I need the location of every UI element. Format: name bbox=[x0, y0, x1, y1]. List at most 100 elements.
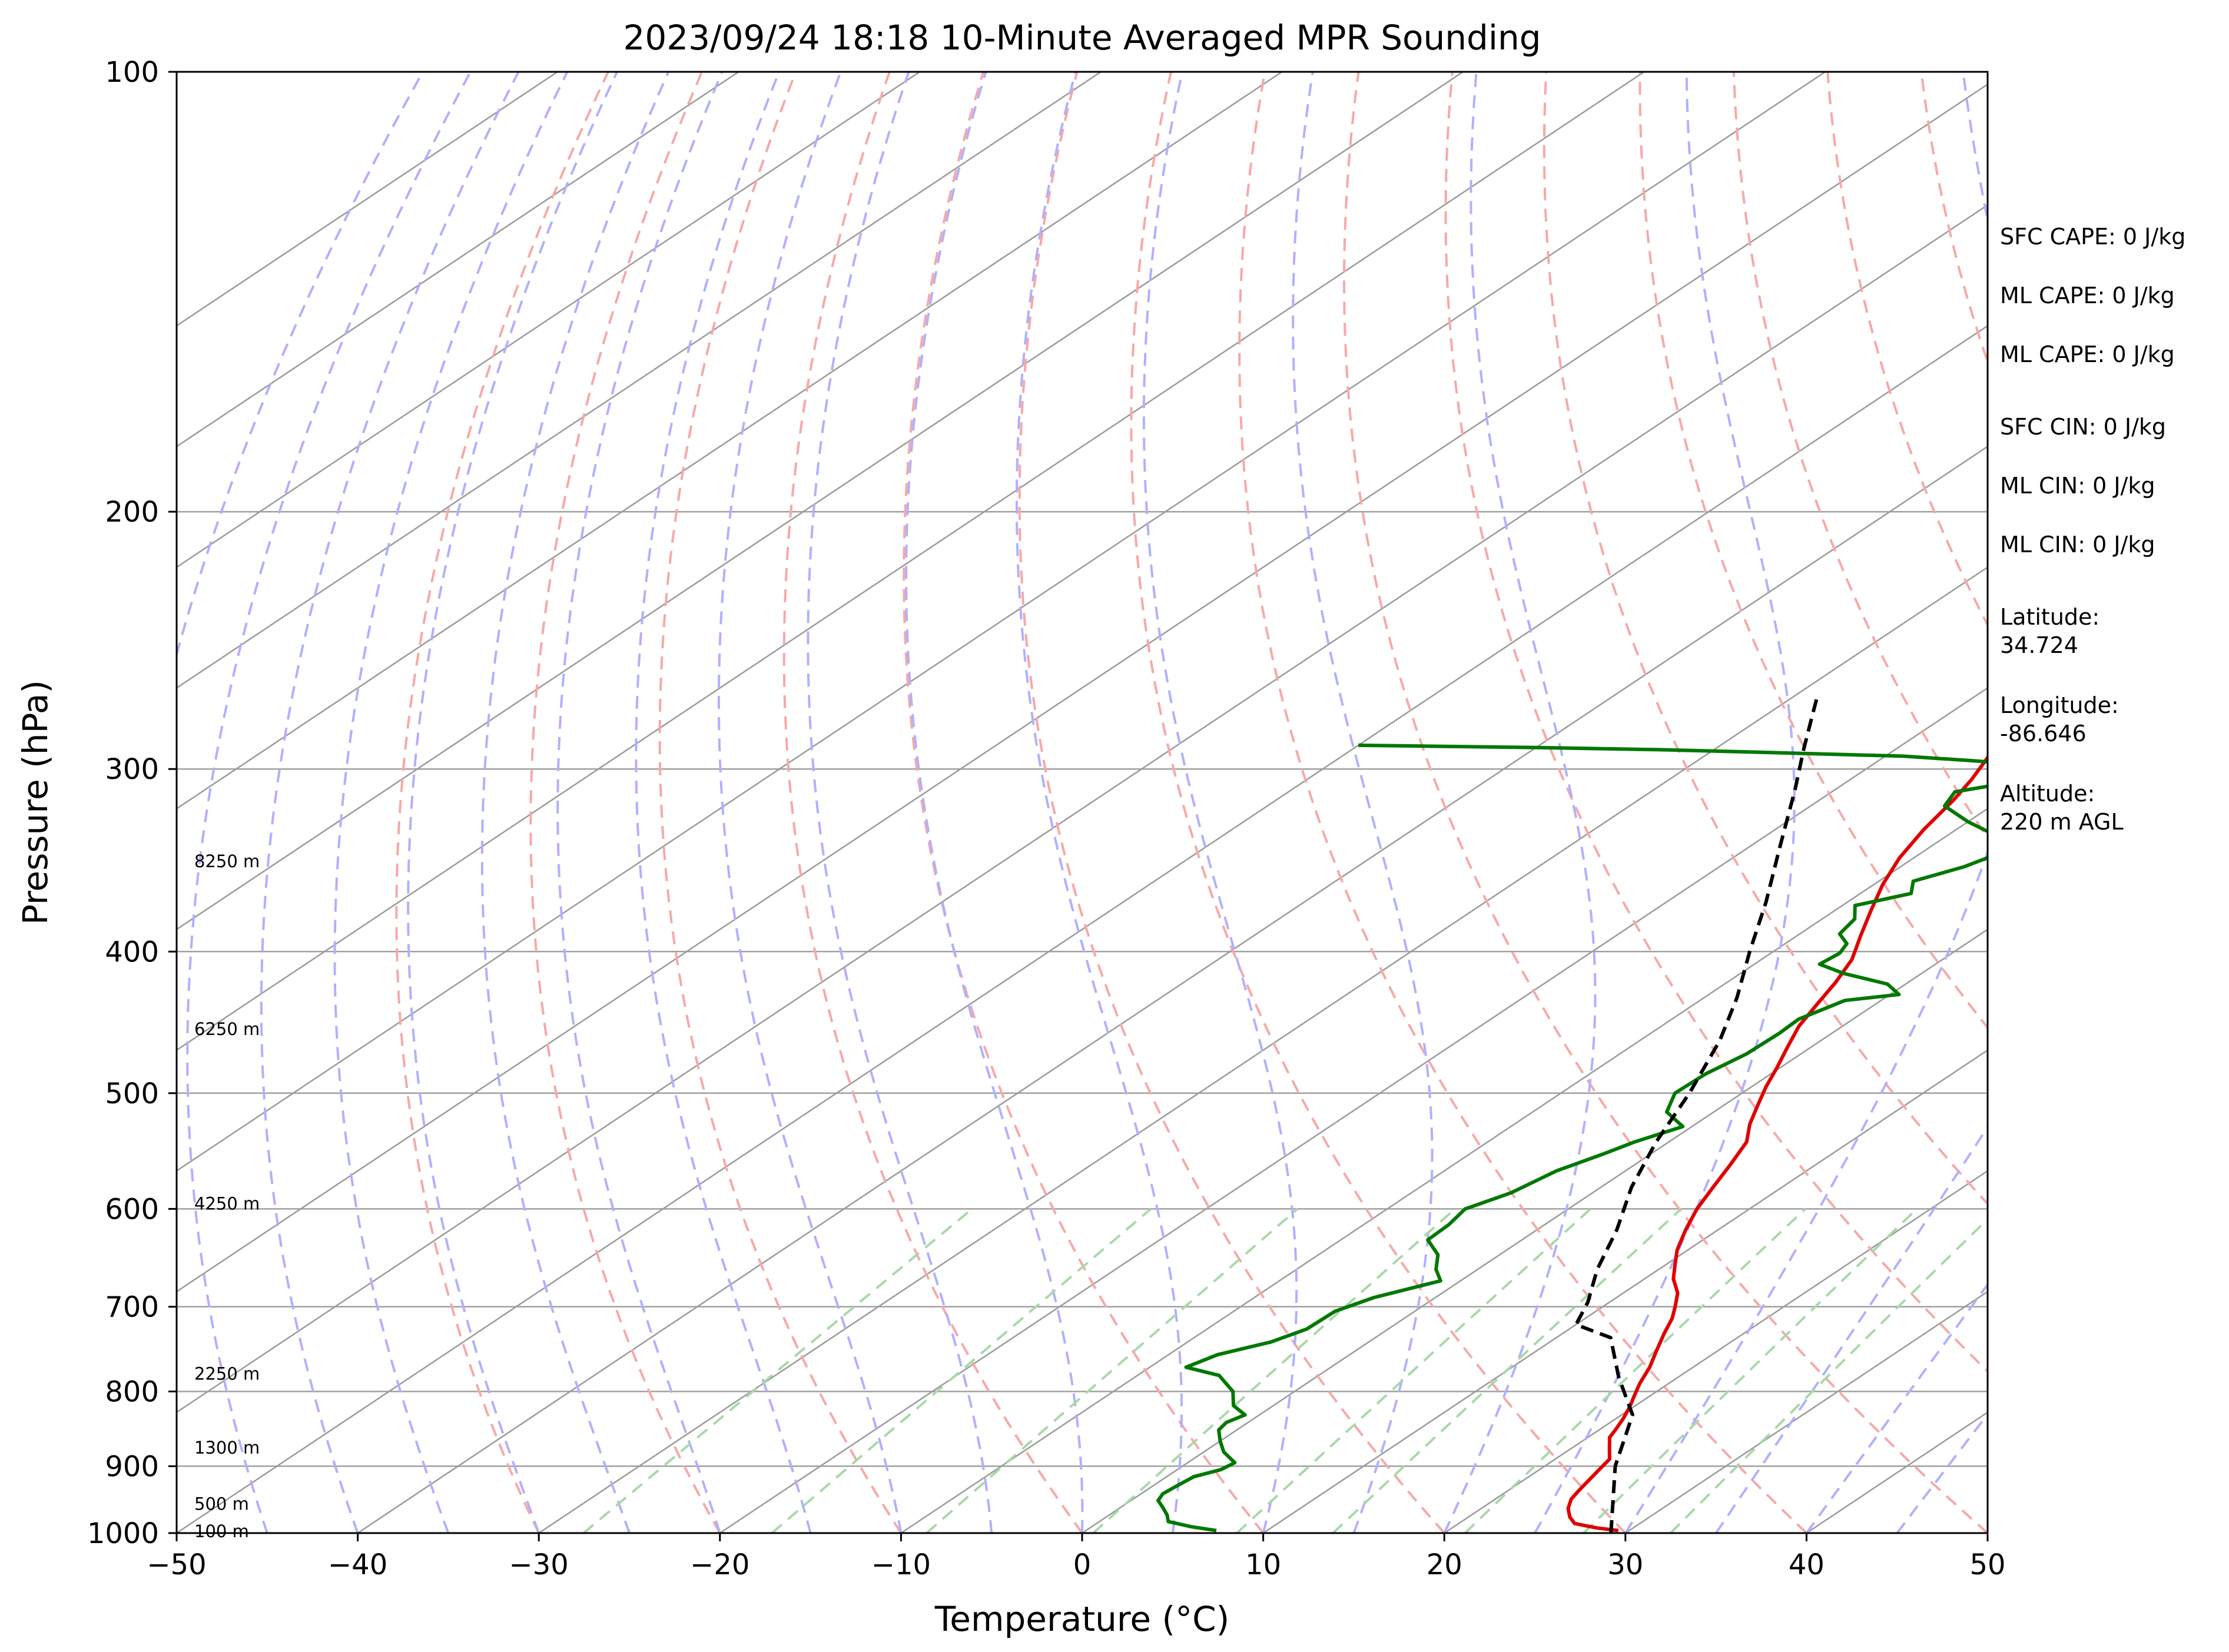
parcel-line bbox=[1574, 694, 1820, 1533]
x-axis-label: Temperature (°C) bbox=[934, 1599, 1230, 1639]
mixing-ratio-line bbox=[1464, 1208, 1806, 1533]
mixing-ratio-line bbox=[1583, 1208, 1918, 1533]
x-axis-ticks: −50 −40 −30 −20 −10 0 10 20 30 40 50 bbox=[147, 1533, 2006, 1581]
y-tick-label: 700 bbox=[105, 1291, 159, 1324]
moist-adiabat-line bbox=[186, 72, 472, 1533]
info-text-line: SFC CIN: 0 J/kg bbox=[2000, 414, 2166, 440]
moist-adiabat-line bbox=[635, 72, 812, 1533]
mixing-ratio-line bbox=[1669, 1218, 1988, 1533]
moist-adiabat-line bbox=[1714, 1124, 1988, 1533]
moist-adiabat-line bbox=[1292, 72, 1434, 1533]
isotherm-line bbox=[177, 72, 558, 327]
dry-adiabat-line bbox=[1638, 72, 1988, 1030]
x-tick-label: −50 bbox=[147, 1548, 206, 1581]
y-tick-label: 900 bbox=[105, 1450, 159, 1483]
height-label: 100 m bbox=[194, 1521, 249, 1541]
moist-adiabat-line bbox=[177, 72, 424, 1533]
info-text-line: ML CIN: 0 J/kg bbox=[2000, 473, 2155, 499]
info-text-line: SFC CAPE: 0 J/kg bbox=[2000, 224, 2185, 250]
height-label: 6250 m bbox=[194, 1019, 260, 1039]
x-tick-label: 0 bbox=[1073, 1548, 1092, 1581]
mixing-ratio-line bbox=[771, 1208, 1152, 1533]
isotherm-line bbox=[900, 808, 1988, 1533]
info-text-line: ML CAPE: 0 J/kg bbox=[2000, 283, 2175, 308]
height-label: 2250 m bbox=[194, 1364, 260, 1384]
moist-adiabat-line bbox=[1534, 72, 1796, 1533]
info-panel: SFC CAPE: 0 J/kg ML CAPE: 0 J/kg ML CAPE: … bbox=[2000, 224, 2185, 835]
moist-adiabat-line bbox=[1443, 72, 1597, 1533]
mixing-ratio-line bbox=[1092, 1208, 1456, 1533]
moist-adiabat-line bbox=[807, 72, 993, 1533]
y-tick-label: 400 bbox=[105, 936, 159, 968]
isotherm-line bbox=[177, 72, 1283, 810]
info-text-line: 34.724 bbox=[2000, 632, 2078, 658]
isotherm-line bbox=[1262, 1049, 1988, 1533]
y-tick-label: 1000 bbox=[87, 1517, 159, 1550]
y-axis-label: Pressure (hPa) bbox=[15, 680, 55, 925]
dry-adiabat-line bbox=[1130, 72, 1627, 1533]
isotherm-line bbox=[719, 687, 1988, 1533]
x-tick-label: −40 bbox=[328, 1548, 387, 1581]
info-text-line: ML CAPE: 0 J/kg bbox=[2000, 341, 2175, 367]
moist-adiabat-line bbox=[556, 72, 724, 1533]
isotherm-line bbox=[177, 72, 1464, 931]
y-tick-label: 600 bbox=[105, 1193, 159, 1226]
isotherm-line bbox=[177, 324, 1988, 1533]
dewpoint-line bbox=[1156, 743, 1988, 1532]
height-label: 4250 m bbox=[194, 1193, 260, 1213]
info-text-line: Latitude: bbox=[2000, 604, 2099, 630]
mixing-ratio-line bbox=[582, 1208, 973, 1533]
dry-adiabat-line bbox=[1343, 72, 1988, 1533]
x-tick-label: −20 bbox=[690, 1548, 749, 1581]
dry-adiabat-line bbox=[1238, 72, 1807, 1533]
info-text-line: 220 m AGL bbox=[2000, 809, 2124, 835]
y-tick-label: 800 bbox=[105, 1375, 159, 1408]
x-tick-label: 40 bbox=[1789, 1548, 1825, 1581]
plot-frame bbox=[175, 71, 1989, 1534]
mixing-ratio-line bbox=[1332, 1208, 1682, 1533]
x-tick-label: 10 bbox=[1245, 1548, 1281, 1581]
x-tick-label: 30 bbox=[1607, 1548, 1643, 1581]
isotherm-line bbox=[177, 72, 920, 568]
temperature-line bbox=[1566, 754, 1988, 1532]
info-text-line: -86.646 bbox=[2000, 721, 2087, 747]
moist-adiabat-line bbox=[260, 72, 520, 1533]
y-tick-label: 100 bbox=[105, 56, 159, 89]
height-labels: 8250 m 6250 m 4250 m 2250 m 1300 m 500 m 100 m bbox=[194, 851, 260, 1541]
moist-adiabat-line bbox=[407, 72, 618, 1533]
dry-adiabat-line bbox=[782, 72, 1083, 1533]
y-axis-ticks: 1000 900 800 700 600 500 400 300 200 100 bbox=[87, 56, 177, 1550]
isotherm-line bbox=[177, 204, 1988, 1414]
moist-adiabat-line bbox=[1805, 1282, 1988, 1533]
isotherm-line bbox=[177, 72, 739, 447]
isotherm-line bbox=[177, 72, 1826, 1172]
dry-adiabat-line bbox=[1920, 72, 1988, 366]
isotherm-line bbox=[177, 83, 1988, 1293]
y-tick-label: 200 bbox=[105, 496, 159, 529]
moist-adiabat-line bbox=[1896, 1412, 1988, 1533]
moist-adiabat-line bbox=[1142, 72, 1298, 1533]
height-label: 1300 m bbox=[194, 1438, 260, 1458]
moist-adiabat-line bbox=[717, 72, 903, 1533]
moist-adiabat-line bbox=[480, 72, 670, 1533]
dry-adiabat-line bbox=[529, 72, 721, 1533]
height-label: 500 m bbox=[194, 1494, 249, 1514]
x-tick-label: −10 bbox=[871, 1548, 931, 1581]
dry-adiabat-line bbox=[658, 72, 903, 1533]
dry-adiabat-line bbox=[1543, 72, 1988, 1206]
x-tick-label: 20 bbox=[1427, 1548, 1462, 1581]
moist-adiabat-line bbox=[1015, 72, 1183, 1533]
height-label: 8250 m bbox=[194, 851, 260, 871]
moist-adiabat-line bbox=[333, 72, 569, 1533]
x-tick-label: −30 bbox=[509, 1548, 569, 1581]
isotherm-line bbox=[1082, 928, 1988, 1533]
dry-adiabat-line bbox=[2203, 72, 2229, 1533]
isotherm-line bbox=[177, 72, 1645, 1051]
mixing-ratio-line bbox=[926, 1208, 1299, 1533]
dry-adiabat-line bbox=[1018, 72, 1445, 1533]
isotherm-line bbox=[177, 72, 1102, 689]
data-lines bbox=[1156, 694, 1988, 1533]
isotherm-line bbox=[1444, 1170, 1988, 1533]
background-lines bbox=[177, 72, 2229, 1533]
